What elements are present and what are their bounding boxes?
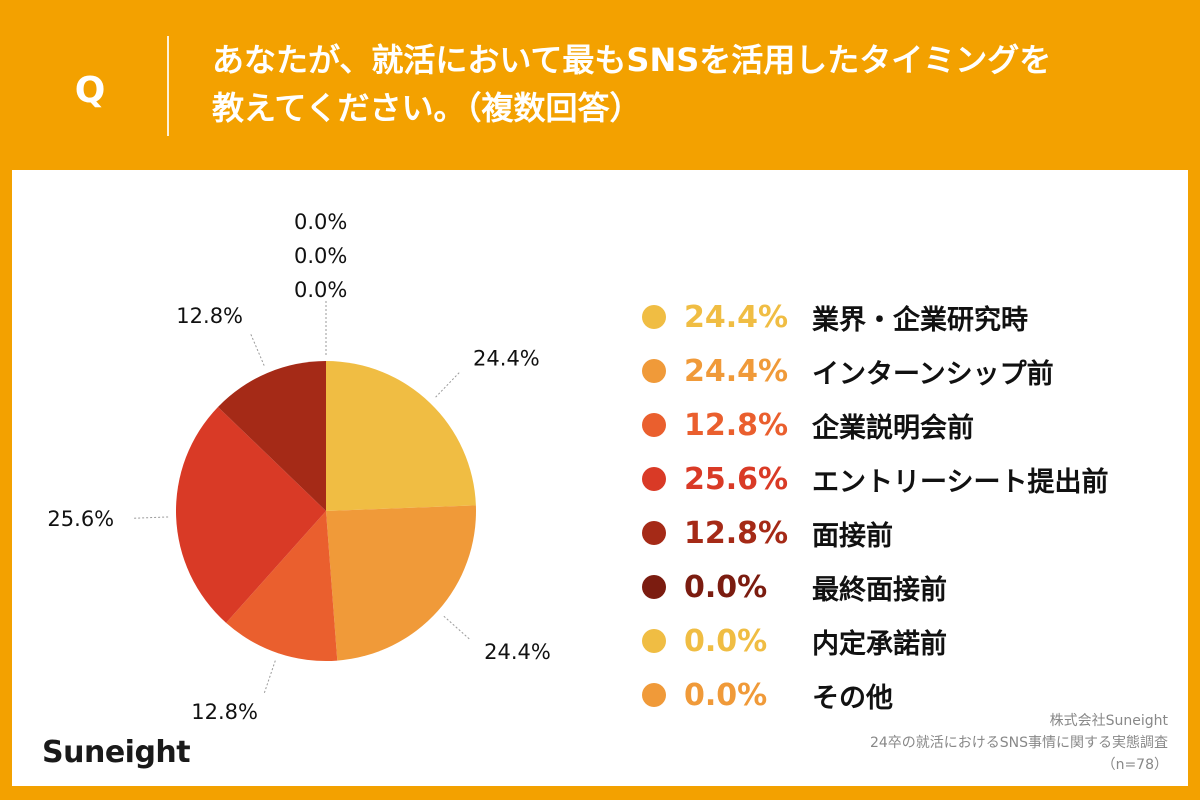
legend-value: 24.4% [684,353,789,389]
pie-value-label: 0.0% [294,244,347,268]
legend-item: 12.8% 企業説明会前 [642,398,1172,452]
legend-item: 12.8% 面接前 [642,506,1172,560]
pie-leader-line [250,334,265,366]
pie-leader-line [263,660,276,694]
pie-value-label: 0.0% [294,278,347,302]
pie-slice [226,511,338,661]
pie-value-label: 12.8% [191,700,258,724]
source-survey: 24卒の就活におけるSNS事情に関する実態調査 [869,735,1168,751]
legend-swatch [642,413,666,437]
legend-label: 内定承諾前 [812,628,947,660]
legend-label: 最終面接前 [812,574,947,606]
question-line-1: あなたが、就活において最もSNSを活用したタイミングを [212,41,1052,79]
legend-value: 12.8% [684,515,789,551]
pie-labels: 24.4% 24.4% 12.8% 25.6% 12.8% 0.0% 0.0% 0.0% [47,210,550,724]
legend-swatch [642,629,666,653]
source-company: 株式会社Suneight [1049,713,1168,729]
legend-value: 25.6% [684,461,789,497]
legend-swatch [642,359,666,383]
chart-panel: 24.4% 24.4% 12.8% 25.6% 12.8% 0.0% 0.0% 0.0% 24… [12,170,1188,786]
chart-legend: 24.4% 業界・企業研究時 24.4% インターンシップ前 12.8% 企業説明会前 25… [642,290,1172,722]
pie-value-label: 0.0% [294,210,347,234]
question-text: あなたが、就活において最もSNSを活用したタイミングを 教えてください。（複数回… [212,36,1152,132]
legend-label: 業界・企業研究時 [812,304,1028,336]
pie-slice [217,361,326,511]
pie-leader-line [443,615,470,640]
pie-value-label: 25.6% [47,507,114,531]
legend-label: 面接前 [812,520,893,552]
legend-swatch [642,521,666,545]
header-divider [167,36,169,136]
question-marker: Q [74,69,106,111]
legend-swatch [642,305,666,329]
pie-slice [326,361,476,511]
pie-slice [326,505,477,661]
legend-value: 0.0% [684,569,768,605]
legend-label: インターンシップ前 [812,358,1054,390]
pie-value-label: 24.4% [484,640,551,664]
legend-swatch [642,575,666,599]
pie-value-label: 24.4% [473,346,540,370]
legend-item: 0.0% その他 [642,668,1172,722]
legend-item: 0.0% 内定承諾前 [642,614,1172,668]
legend-item: 24.4% インターンシップ前 [642,344,1172,398]
pie-leader-line [435,372,460,398]
legend-swatch [642,467,666,491]
pie-leader-lines [134,301,470,694]
legend-value: 12.8% [684,407,789,443]
legend-value: 0.0% [684,623,768,659]
pie-value-label: 12.8% [176,304,243,328]
pie-slice [175,406,326,623]
brand-logo: Suneight [42,735,191,770]
pie-leader-line [134,516,169,519]
legend-swatch [642,683,666,707]
legend-item: 25.6% エントリーシート提出前 [642,452,1172,506]
legend-label: エントリーシート提出前 [812,466,1109,498]
pie-chart: 24.4% 24.4% 12.8% 25.6% 12.8% 0.0% 0.0% 0.0% [47,210,550,724]
legend-label: 企業説明会前 [812,412,974,444]
legend-label: その他 [812,682,893,714]
legend-value: 24.4% [684,299,789,335]
legend-item: 24.4% 業界・企業研究時 [642,290,1172,344]
legend-value: 0.0% [684,677,768,713]
legend-item: 0.0% 最終面接前 [642,560,1172,614]
source-sample: （n=78） [1101,757,1168,773]
source-note: 株式会社Suneight 24卒の就活におけるSNS事情に関する実態調査 （n=… [870,710,1168,776]
question-line-2: 教えてください。（複数回答） [212,89,642,127]
pie-slices [175,361,477,661]
